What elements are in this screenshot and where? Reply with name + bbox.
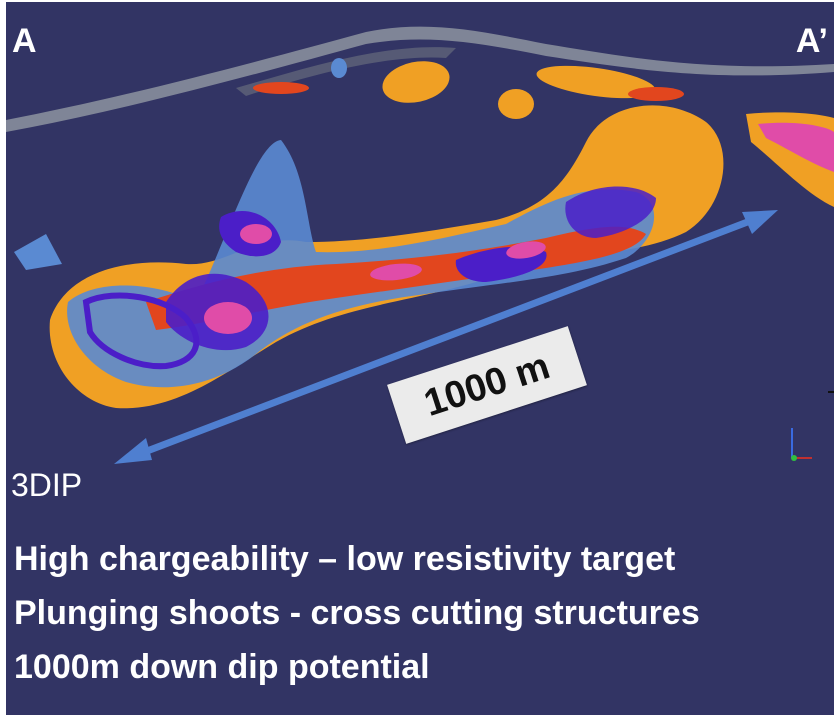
orange-blob — [498, 89, 534, 119]
magenta-core — [204, 302, 252, 334]
orange-blob — [536, 65, 656, 99]
method-label: 3DIP — [11, 467, 83, 503]
bullet-item: High chargeability – low resistivity tar… — [14, 540, 676, 578]
bullet-item: 1000m down dip potential — [14, 648, 430, 686]
magenta-core — [506, 241, 546, 259]
bullet-list: High chargeability – low resistivity tar… — [14, 532, 834, 694]
violet-shell — [82, 292, 200, 370]
orange-blob — [382, 61, 450, 103]
right-magenta-lens — [758, 122, 834, 172]
violet-shell — [565, 186, 656, 238]
model-panel: A A’ 1000 m 3DIP High chargeability – lo… — [6, 2, 834, 715]
red-blob — [628, 87, 684, 101]
bullet-item: Plunging shoots - cross cutting structur… — [14, 594, 700, 632]
scale-arrow-icon — [114, 210, 778, 464]
3d-model-view — [6, 26, 834, 464]
section-end-label: A’ — [795, 22, 828, 60]
blue-blob — [331, 58, 347, 78]
blue-fragment — [14, 234, 62, 270]
section-start-label: A — [12, 22, 37, 60]
magenta-core — [240, 224, 272, 244]
axis-triad-icon — [791, 428, 812, 461]
magenta-core — [370, 263, 422, 281]
red-blob — [253, 82, 309, 94]
